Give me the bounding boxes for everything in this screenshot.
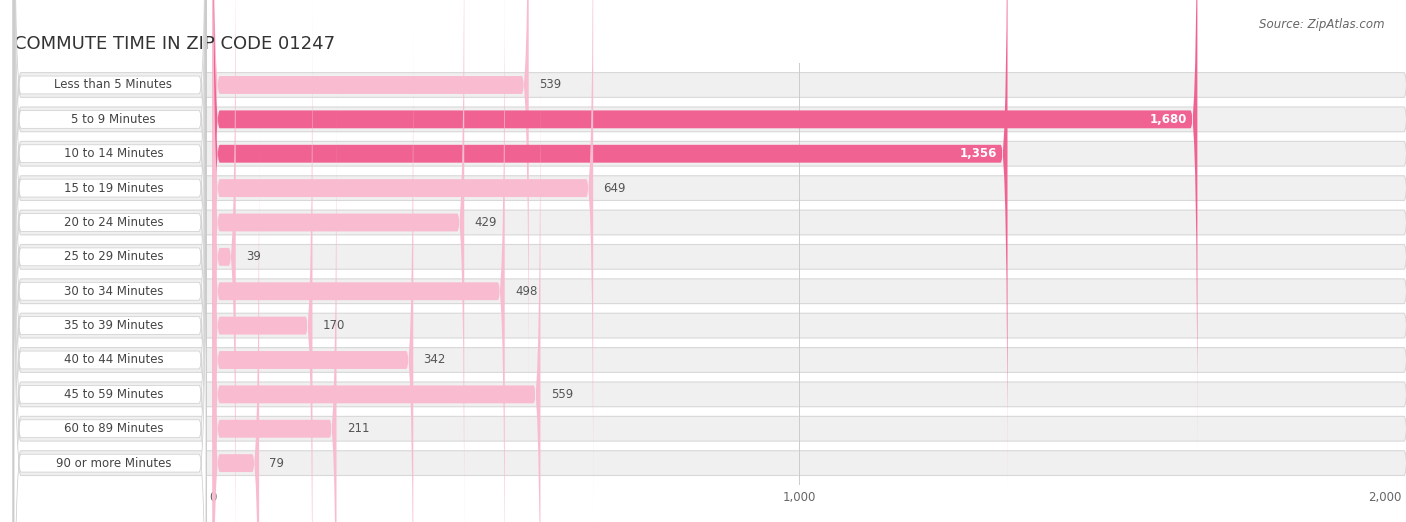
Text: 10 to 14 Minutes: 10 to 14 Minutes (63, 147, 163, 160)
Text: 79: 79 (270, 457, 284, 470)
FancyBboxPatch shape (13, 0, 1406, 522)
FancyBboxPatch shape (212, 0, 236, 522)
Text: 20 to 24 Minutes: 20 to 24 Minutes (63, 216, 163, 229)
FancyBboxPatch shape (212, 0, 464, 522)
FancyBboxPatch shape (13, 0, 1406, 522)
Text: 35 to 39 Minutes: 35 to 39 Minutes (63, 319, 163, 332)
Text: COMMUTE TIME IN ZIP CODE 01247: COMMUTE TIME IN ZIP CODE 01247 (14, 35, 335, 53)
Text: 40 to 44 Minutes: 40 to 44 Minutes (63, 353, 163, 366)
Text: 60 to 89 Minutes: 60 to 89 Minutes (63, 422, 163, 435)
FancyBboxPatch shape (14, 0, 207, 522)
FancyBboxPatch shape (212, 0, 1198, 454)
Text: 559: 559 (551, 388, 574, 401)
Text: 1,680: 1,680 (1150, 113, 1187, 126)
Text: 5 to 9 Minutes: 5 to 9 Minutes (72, 113, 156, 126)
FancyBboxPatch shape (13, 0, 1406, 519)
FancyBboxPatch shape (212, 128, 259, 522)
Text: 1,356: 1,356 (960, 147, 997, 160)
FancyBboxPatch shape (13, 0, 1406, 522)
FancyBboxPatch shape (212, 25, 413, 522)
FancyBboxPatch shape (14, 0, 207, 489)
Text: 90 or more Minutes: 90 or more Minutes (56, 457, 172, 470)
Text: Less than 5 Minutes: Less than 5 Minutes (55, 78, 173, 91)
FancyBboxPatch shape (212, 60, 540, 522)
Text: 39: 39 (246, 251, 262, 264)
Text: 498: 498 (515, 284, 537, 298)
Text: 342: 342 (423, 353, 446, 366)
Text: 211: 211 (347, 422, 370, 435)
Text: 170: 170 (323, 319, 344, 332)
Text: 45 to 59 Minutes: 45 to 59 Minutes (63, 388, 163, 401)
FancyBboxPatch shape (212, 0, 593, 522)
FancyBboxPatch shape (14, 0, 207, 420)
FancyBboxPatch shape (13, 63, 1406, 522)
FancyBboxPatch shape (13, 0, 1406, 522)
Text: 429: 429 (475, 216, 498, 229)
FancyBboxPatch shape (212, 0, 529, 420)
Text: 25 to 29 Minutes: 25 to 29 Minutes (63, 251, 163, 264)
FancyBboxPatch shape (13, 29, 1406, 522)
FancyBboxPatch shape (212, 94, 336, 522)
FancyBboxPatch shape (14, 94, 207, 522)
FancyBboxPatch shape (14, 0, 207, 522)
FancyBboxPatch shape (212, 0, 1008, 489)
FancyBboxPatch shape (14, 0, 207, 522)
FancyBboxPatch shape (14, 25, 207, 522)
FancyBboxPatch shape (14, 60, 207, 522)
FancyBboxPatch shape (14, 0, 207, 522)
FancyBboxPatch shape (212, 0, 505, 522)
FancyBboxPatch shape (13, 0, 1406, 522)
Text: Source: ZipAtlas.com: Source: ZipAtlas.com (1260, 18, 1385, 31)
FancyBboxPatch shape (13, 0, 1406, 522)
FancyBboxPatch shape (13, 0, 1406, 485)
FancyBboxPatch shape (212, 0, 312, 522)
Text: 539: 539 (538, 78, 561, 91)
Text: 649: 649 (603, 182, 626, 195)
FancyBboxPatch shape (14, 128, 207, 522)
FancyBboxPatch shape (14, 0, 207, 522)
Text: 30 to 34 Minutes: 30 to 34 Minutes (63, 284, 163, 298)
Text: 15 to 19 Minutes: 15 to 19 Minutes (63, 182, 163, 195)
FancyBboxPatch shape (13, 0, 1406, 522)
FancyBboxPatch shape (14, 0, 207, 454)
FancyBboxPatch shape (13, 0, 1406, 522)
